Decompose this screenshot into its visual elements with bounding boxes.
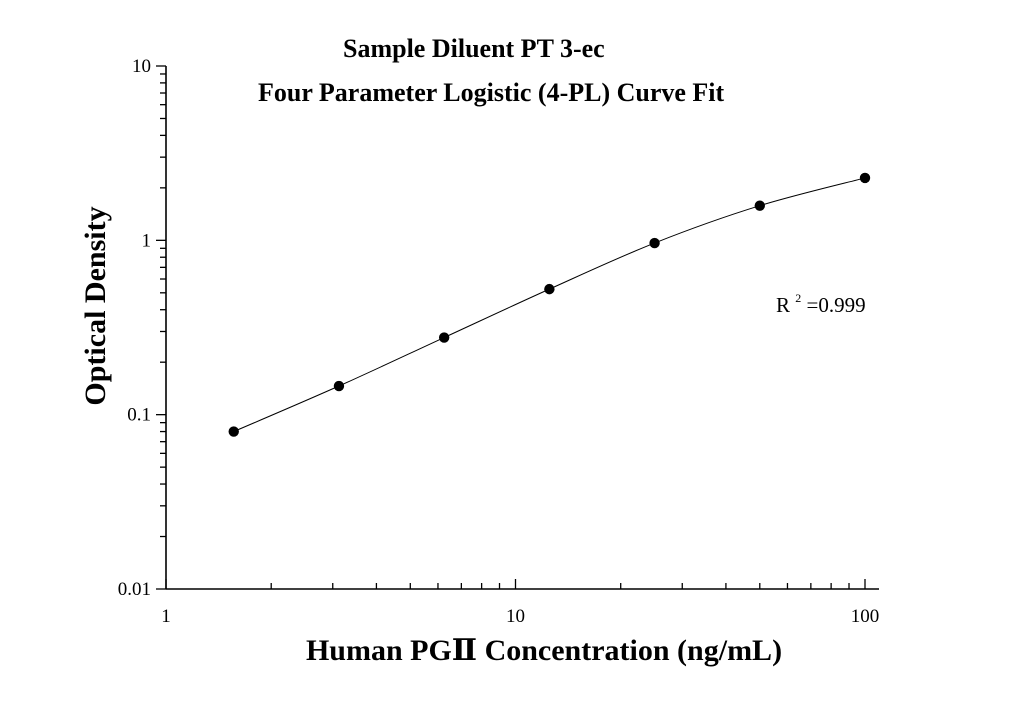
r-squared-prefix: R: [776, 293, 790, 317]
x-tick-label: 100: [851, 606, 880, 627]
r-squared-annotation: R 2 =0.999: [776, 283, 866, 317]
chart-title: Sample Diluent PT 3-ec Four Parameter Lo…: [258, 34, 725, 107]
data-point: [228, 426, 239, 437]
y-tick-label: 0.1: [127, 405, 151, 426]
y-tick-label: 1: [142, 230, 152, 251]
data-points: [228, 172, 871, 437]
data-point: [754, 200, 765, 211]
axes: [165, 66, 879, 590]
data-point: [544, 283, 555, 295]
data-point: [649, 237, 660, 249]
x-tick-label: 1: [161, 606, 171, 627]
x-axis-title: Human PGⅡ Concentration (ng/mL): [306, 634, 782, 667]
data-point: [859, 172, 871, 184]
tick-labels: 1 10 100 0.01 0.1 1 10: [118, 56, 880, 627]
y-axis-title: Optical Density: [79, 206, 112, 405]
chart-title-line-2: Four Parameter Logistic (4-PL) Curve Fit: [258, 78, 725, 107]
y-tick-label: 0.01: [118, 579, 151, 600]
x-tick-label: 10: [506, 606, 525, 627]
y-tick-label: 10: [132, 56, 151, 77]
r-squared-superscript: 2: [795, 291, 801, 305]
r-squared-value: =0.999: [807, 293, 866, 317]
data-point: [333, 380, 345, 392]
data-point: [438, 332, 450, 343]
tick-marks: [156, 65, 866, 590]
chart-title-line-1: Sample Diluent PT 3-ec: [343, 34, 605, 63]
fit-curve: [233, 177, 866, 433]
